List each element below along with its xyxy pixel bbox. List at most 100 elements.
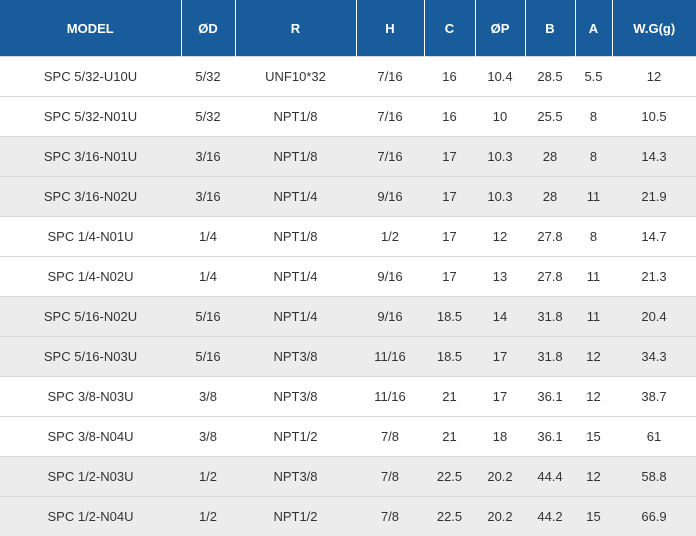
cell-od: 3/8 [181, 417, 235, 457]
cell-h: 1/2 [356, 217, 424, 257]
cell-r: NPT3/8 [235, 337, 356, 377]
cell-od: 1/2 [181, 457, 235, 497]
cell-model: SPC 1/2-N03U [0, 457, 181, 497]
column-header-od: ØD [181, 0, 235, 57]
cell-c: 21 [424, 377, 475, 417]
cell-h: 7/8 [356, 457, 424, 497]
cell-od: 1/2 [181, 497, 235, 536]
cell-op: 20.2 [475, 457, 525, 497]
cell-weight: 14.3 [612, 137, 696, 177]
cell-a: 11 [575, 177, 612, 217]
cell-c: 17 [424, 137, 475, 177]
column-header-r: R [235, 0, 356, 57]
cell-a: 5.5 [575, 57, 612, 97]
cell-c: 18.5 [424, 337, 475, 377]
cell-c: 22.5 [424, 497, 475, 536]
cell-model: SPC 5/16-N03U [0, 337, 181, 377]
cell-b: 28.5 [525, 57, 575, 97]
cell-r: NPT3/8 [235, 457, 356, 497]
cell-r: NPT1/2 [235, 417, 356, 457]
cell-h: 9/16 [356, 177, 424, 217]
cell-model: SPC 5/32-N01U [0, 97, 181, 137]
cell-b: 31.8 [525, 337, 575, 377]
cell-h: 9/16 [356, 297, 424, 337]
cell-c: 16 [424, 97, 475, 137]
column-header-a: A [575, 0, 612, 57]
cell-b: 27.8 [525, 257, 575, 297]
cell-b: 28 [525, 177, 575, 217]
cell-h: 9/16 [356, 257, 424, 297]
cell-h: 11/16 [356, 377, 424, 417]
cell-od: 5/32 [181, 57, 235, 97]
cell-weight: 21.3 [612, 257, 696, 297]
cell-r: NPT1/8 [235, 217, 356, 257]
cell-op: 20.2 [475, 497, 525, 536]
cell-weight: 21.9 [612, 177, 696, 217]
header-row: MODEL ØD R H C ØP B A W.G(g) [0, 0, 696, 57]
cell-a: 8 [575, 217, 612, 257]
cell-od: 3/8 [181, 377, 235, 417]
cell-c: 18.5 [424, 297, 475, 337]
cell-op: 12 [475, 217, 525, 257]
cell-a: 8 [575, 97, 612, 137]
cell-r: NPT1/4 [235, 257, 356, 297]
cell-op: 17 [475, 377, 525, 417]
cell-model: SPC 5/16-N02U [0, 297, 181, 337]
cell-weight: 58.8 [612, 457, 696, 497]
cell-model: SPC 3/16-N01U [0, 137, 181, 177]
column-header-h: H [356, 0, 424, 57]
cell-r: NPT3/8 [235, 377, 356, 417]
cell-weight: 12 [612, 57, 696, 97]
cell-b: 44.2 [525, 497, 575, 536]
cell-op: 10.3 [475, 137, 525, 177]
column-header-c: C [424, 0, 475, 57]
cell-model: SPC 1/4-N01U [0, 217, 181, 257]
cell-weight: 66.9 [612, 497, 696, 536]
cell-c: 17 [424, 217, 475, 257]
cell-h: 7/16 [356, 137, 424, 177]
column-header-model: MODEL [0, 0, 181, 57]
cell-a: 11 [575, 297, 612, 337]
cell-od: 5/16 [181, 297, 235, 337]
cell-a: 12 [575, 337, 612, 377]
cell-c: 21 [424, 417, 475, 457]
cell-c: 22.5 [424, 457, 475, 497]
cell-op: 13 [475, 257, 525, 297]
cell-h: 7/8 [356, 497, 424, 536]
cell-od: 1/4 [181, 217, 235, 257]
cell-r: NPT1/8 [235, 97, 356, 137]
cell-weight: 34.3 [612, 337, 696, 377]
cell-model: SPC 3/8-N04U [0, 417, 181, 457]
cell-r: NPT1/8 [235, 137, 356, 177]
cell-b: 36.1 [525, 417, 575, 457]
cell-r: NPT1/2 [235, 497, 356, 536]
cell-op: 10.3 [475, 177, 525, 217]
cell-weight: 14.7 [612, 217, 696, 257]
column-header-b: B [525, 0, 575, 57]
column-header-op: ØP [475, 0, 525, 57]
cell-weight: 38.7 [612, 377, 696, 417]
cell-h: 7/16 [356, 97, 424, 137]
cell-a: 15 [575, 417, 612, 457]
cell-od: 3/16 [181, 137, 235, 177]
cell-od: 5/32 [181, 97, 235, 137]
cell-model: SPC 3/8-N03U [0, 377, 181, 417]
cell-model: SPC 1/4-N02U [0, 257, 181, 297]
cell-b: 25.5 [525, 97, 575, 137]
cell-b: 27.8 [525, 217, 575, 257]
cell-op: 10.4 [475, 57, 525, 97]
cell-b: 28 [525, 137, 575, 177]
cell-c: 17 [424, 177, 475, 217]
column-header-weight: W.G(g) [612, 0, 696, 57]
